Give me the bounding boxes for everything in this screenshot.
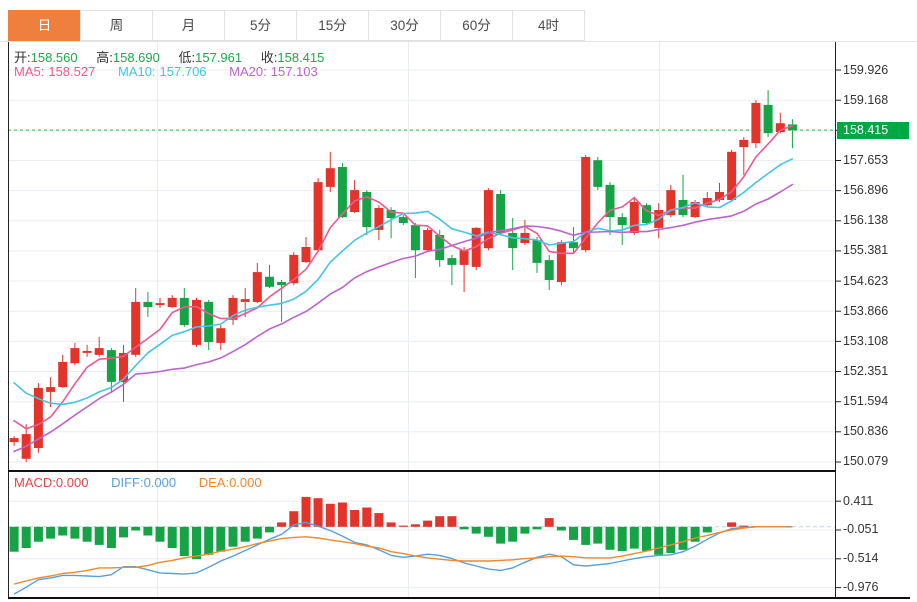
macd-axis-label: -0.051 (843, 522, 879, 537)
tab-60min[interactable]: 60分 (440, 10, 513, 41)
ma-legend: MA5: 158.527 MA10: 157.706 MA20: 157.103 (14, 64, 337, 79)
price-axis-label: 154.623 (843, 273, 889, 288)
tab-4hour[interactable]: 4时 (512, 10, 585, 41)
tab-15min[interactable]: 15分 (296, 10, 369, 41)
tab-week[interactable]: 周 (80, 10, 153, 41)
price-axis-label: 153.866 (843, 303, 889, 318)
tab-day[interactable]: 日 (8, 10, 81, 41)
price-axis-label: 156.896 (843, 183, 889, 198)
tab-5min[interactable]: 5分 (224, 10, 297, 41)
ma20-readout: MA20: 157.103 (229, 64, 318, 79)
high-readout: 高:158.690 (96, 50, 160, 65)
price-axis-label: 150.079 (843, 454, 889, 469)
macd-readout: MACD:0.000 (14, 475, 89, 490)
price-axis-label: 151.594 (843, 394, 889, 409)
open-readout: 开:158.560 (14, 50, 78, 65)
price-axis-label: 152.351 (843, 364, 889, 379)
interval-tabbar: 日 周 月 5分 15分 30分 60分 4时 (8, 10, 585, 41)
macd-axis-label: -0.514 (843, 551, 879, 566)
diff-readout: DIFF:0.000 (111, 475, 177, 490)
close-readout: 收:158.415 (260, 50, 325, 65)
ma10-readout: MA10: 157.706 (117, 64, 207, 79)
ma5-readout: MA5: 158.527 (14, 64, 96, 79)
price-axis-label: 153.108 (843, 333, 889, 348)
price-axis-label: 156.138 (843, 213, 889, 228)
tab-month[interactable]: 月 (152, 10, 225, 41)
macd-legend: MACD:0.000 DIFF:0.000 DEA:0.000 (14, 475, 281, 490)
macd-axis-label: 0.411 (843, 493, 874, 508)
low-readout: 低:157.961 (178, 50, 243, 65)
dea-readout: DEA:0.000 (198, 475, 262, 490)
price-axis-label: 159.168 (843, 92, 889, 107)
price-axis-label: 155.381 (843, 243, 889, 258)
price-axis-label: 150.836 (843, 424, 889, 439)
header-divider (0, 41, 917, 42)
price-axis-label: 159.926 (843, 62, 889, 77)
tab-30min[interactable]: 30分 (368, 10, 441, 41)
macd-axis-label: -0.976 (843, 580, 879, 595)
price-axis-label: 157.653 (843, 152, 889, 167)
current-price-badge: 158.415 (837, 121, 909, 139)
ohlc-legend: 开:158.560 高:158.690 低:157.961 收:158.415 (14, 47, 339, 66)
